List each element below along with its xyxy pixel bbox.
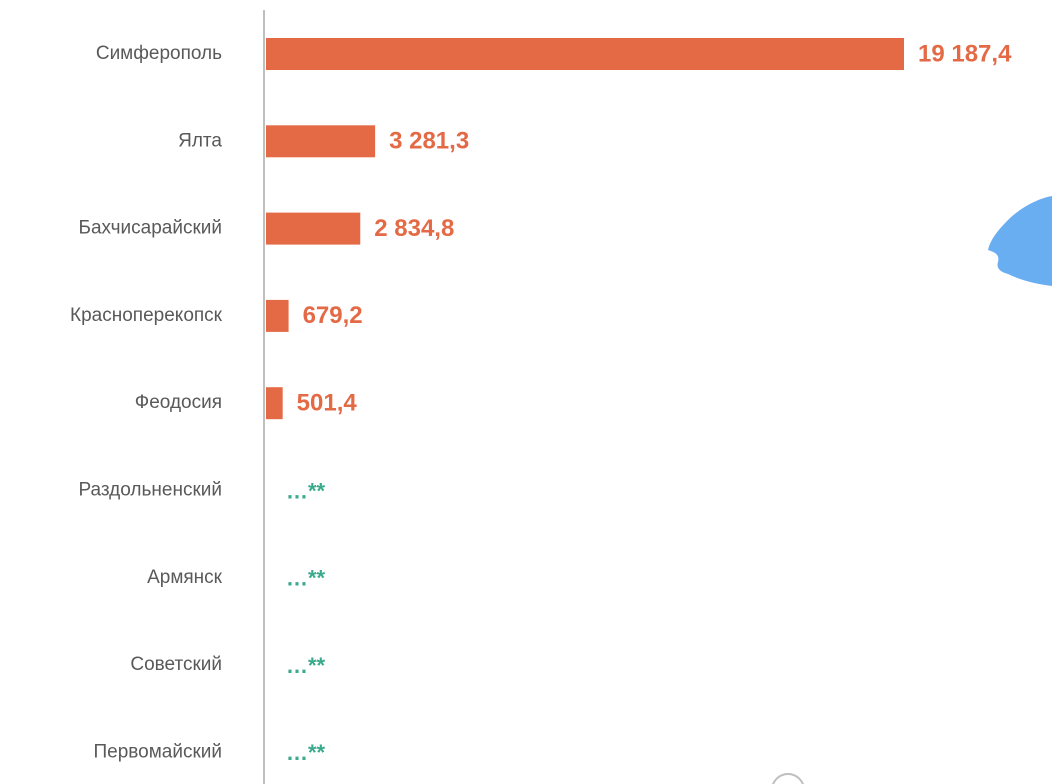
category-label: Бахчисарайский [79, 218, 222, 239]
bar [266, 387, 283, 420]
category-label: Симферополь [96, 43, 222, 64]
circle-outline-icon [772, 773, 804, 784]
category-label: Первомайский [93, 741, 222, 762]
value-label: 679,2 [303, 302, 363, 329]
missing-value-label: …** [286, 478, 326, 503]
value-label: 19 187,4 [918, 40, 1012, 67]
category-label: Советский [130, 654, 222, 675]
bar [266, 38, 904, 70]
value-label: 2 834,8 [374, 215, 454, 242]
category-label: Красноперекопск [70, 305, 223, 326]
category-label: Армянск [147, 567, 223, 588]
crimea-map-shape-icon [988, 196, 1052, 286]
bar [266, 125, 376, 158]
category-label: Феодосия [135, 392, 222, 413]
missing-value-label: …** [286, 740, 326, 765]
bar [266, 299, 289, 332]
category-label: Раздольненский [78, 480, 222, 501]
category-label: Ялта [178, 130, 222, 151]
missing-value-label: …** [286, 566, 326, 591]
bar [266, 212, 361, 245]
value-label: 3 281,3 [389, 128, 469, 155]
value-label: 501,4 [297, 390, 358, 417]
missing-value-label: …** [286, 653, 326, 678]
